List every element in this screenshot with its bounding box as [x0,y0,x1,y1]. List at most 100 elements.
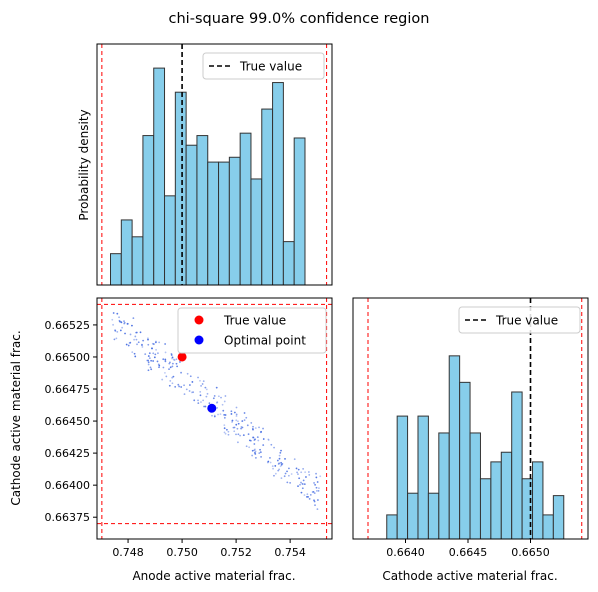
scatter-markers [177,352,217,413]
scatter-point [276,459,279,462]
scatter-point [148,357,151,360]
anode-histogram-bar [282,241,295,285]
scatter-point [293,458,296,461]
scatter-point [217,413,219,416]
scatter-point [273,446,275,449]
scatter-point [301,483,304,485]
scatter-point [213,395,216,397]
scatter-point [235,406,238,409]
cathode-histogram-bar [542,514,554,539]
scatter-point [284,472,287,475]
scatter-point [164,351,167,354]
scatter-point [225,428,228,431]
scatter-point [220,396,222,399]
scatter-point [197,399,199,402]
scatter-point [151,342,154,345]
scatter-point [262,438,265,440]
anode-histogram-bar [142,135,155,285]
scatter-point [171,357,173,360]
scatter-point [120,321,123,324]
anode-histogram-legend: True value [202,52,325,80]
scatter-point [316,508,319,510]
scatter-point [223,400,226,403]
scatter-point [280,477,283,480]
scatter-point [287,474,290,477]
scatter-point [230,410,233,413]
scatter-point [308,473,311,476]
scatter-point [258,452,261,455]
scatter-point [318,487,320,490]
scatter-point [231,421,233,423]
scatter-point [189,384,191,386]
scatter-x-tick-label: 0.748 [112,546,144,559]
scatter-point [128,342,131,344]
scatter-points [111,312,322,510]
scatter-point [165,375,168,378]
scatter-point [157,363,160,366]
scatter-point [216,401,219,404]
scatter-point [286,481,289,484]
scatter-point [189,375,192,378]
scatter-point [151,347,153,350]
cathode-histogram-legend: True value [458,306,581,334]
anode-histogram-lines [101,44,328,285]
scatter-point [134,335,137,338]
scatter-point [297,485,299,488]
cathode-x-ticks: 0.6640 0.6645 0.6650 [386,539,550,559]
scatter-point [248,446,251,449]
scatter-point [317,499,319,501]
cathode-histogram-frame [352,297,589,540]
scatter-point [171,382,174,385]
scatter-point [223,416,226,419]
scatter-point [273,474,275,477]
figure-title: chi-square 99.0% confidence region [169,11,430,27]
scatter-point [216,401,218,404]
scatter-point [251,454,254,457]
scatter-point [283,475,286,478]
anode-histogram-bar [120,219,133,285]
anode-histogram: Probability density True value [77,43,333,286]
scatter-point [161,378,164,381]
anode-histogram-bar [196,135,209,285]
scatter-point [119,320,122,323]
scatter-point [231,419,234,422]
scatter-point [149,366,152,369]
scatter-point [213,415,216,418]
scatter-y-tick-label: 0.66475 [45,383,91,396]
scatter-point [237,422,240,425]
scatter-point [284,457,286,460]
cathode-histogram-lines [367,298,583,539]
scatter-point [237,420,239,423]
scatter-point [197,402,200,405]
scatter-point [180,371,182,374]
scatter-point [208,402,211,405]
scatter-point [176,365,179,368]
legend-true-value-label: True value [223,314,286,328]
cathode-histogram-bar [427,492,440,539]
scatter-x-tick-label: 0.754 [274,546,306,559]
scatter-point [236,427,239,430]
scatter-point [272,467,274,470]
scatter-point [171,376,174,379]
cathode-histogram-bar [469,432,481,539]
scatter-point [164,343,167,345]
scatter-point [289,481,292,484]
scatter-point [164,371,166,374]
scatter-point [150,359,153,362]
scatter-point [296,471,298,474]
scatter-point [299,483,301,486]
scatter-point [270,443,273,446]
scatter-point [303,483,306,486]
scatter-point [286,470,288,473]
scatter-point [223,414,226,416]
scatter-point [235,433,237,436]
scatter-point [175,358,178,361]
scatter-point [154,341,157,344]
scatter-point [150,368,153,371]
cathode-histogram-x-tick-label: 0.6650 [511,546,550,559]
scatter-point [243,419,246,422]
scatter-point [203,405,205,408]
anode-histogram-bar [293,137,306,285]
scatter-point [309,494,312,496]
